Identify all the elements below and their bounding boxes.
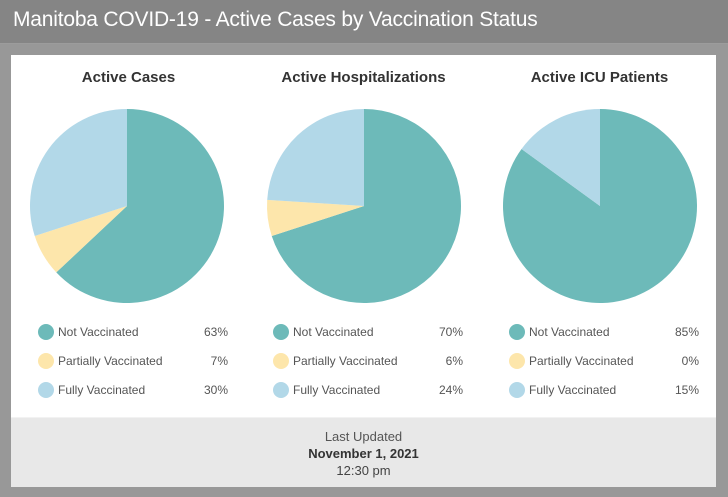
legend-value: 30% [203, 383, 228, 397]
dashboard-header: Manitoba COVID-19 - Active Cases by Vacc… [0, 0, 728, 44]
pie-chart-active-hospitalizations[interactable] [266, 108, 462, 304]
panel-title: Active Hospitalizations [281, 69, 446, 86]
legend-item-fully-vaccinated[interactable]: Fully Vaccinated 30% [38, 381, 228, 401]
legend-value: 63% [203, 325, 228, 339]
legend-swatch-icon [38, 382, 54, 398]
legend-swatch-icon [273, 324, 289, 340]
legend-value: 0% [681, 354, 699, 368]
legend-label: Not Vaccinated [293, 325, 374, 339]
pie-chart-active-icu-patients[interactable] [502, 108, 698, 304]
legend-label: Fully Vaccinated [293, 383, 381, 397]
legend-value: 70% [438, 325, 463, 339]
pie-slice-fully-vaccinated[interactable] [29, 109, 127, 236]
last-updated-footer: Last Updated November 1, 2021 12:30 pm [11, 417, 716, 487]
legend-item-partially-vaccinated[interactable]: Partially Vaccinated 0% [509, 352, 699, 372]
legend-label: Not Vaccinated [529, 325, 610, 339]
pie-slice-fully-vaccinated[interactable] [267, 109, 364, 206]
legend-swatch-icon [509, 382, 525, 398]
legend-label: Fully Vaccinated [529, 383, 617, 397]
charts-card: Active Cases Not Vaccinated 63% Partiall… [11, 55, 716, 417]
legend-swatch-icon [509, 353, 525, 369]
pie-slice-not-vaccinated[interactable] [56, 109, 225, 303]
pie-slice-partially-vaccinated[interactable] [34, 206, 128, 273]
legend-item-not-vaccinated[interactable]: Not Vaccinated 63% [38, 323, 228, 343]
legend-swatch-icon [38, 353, 54, 369]
panel-active-cases: Active Cases Not Vaccinated 63% Partiall… [11, 55, 246, 417]
legend-item-fully-vaccinated[interactable]: Fully Vaccinated 24% [273, 381, 463, 401]
pie-slice-not-vaccinated[interactable] [271, 109, 461, 303]
legend-value: 6% [445, 354, 463, 368]
legend-swatch-icon [38, 324, 54, 340]
legend-label: Partially Vaccinated [293, 354, 398, 368]
last-updated-date: November 1, 2021 [308, 446, 419, 461]
pie-slice-fully-vaccinated[interactable] [521, 109, 600, 206]
legend-item-not-vaccinated[interactable]: Not Vaccinated 85% [509, 323, 699, 343]
dashboard-title: Manitoba COVID-19 - Active Cases by Vacc… [13, 8, 538, 31]
legend-label: Fully Vaccinated [58, 383, 146, 397]
legend-value: 7% [210, 354, 228, 368]
legend-item-fully-vaccinated[interactable]: Fully Vaccinated 15% [509, 381, 699, 401]
panel-title: Active ICU Patients [530, 69, 669, 86]
legend-value: 24% [438, 383, 463, 397]
panel-active-icu-patients: Active ICU Patients Not Vaccinated 85% P… [482, 55, 717, 417]
legend-swatch-icon [509, 324, 525, 340]
legend-item-partially-vaccinated[interactable]: Partially Vaccinated 7% [38, 352, 228, 372]
pie-chart-active-cases[interactable] [29, 108, 225, 304]
legend-swatch-icon [273, 353, 289, 369]
last-updated-time: 12:30 pm [336, 463, 391, 478]
legend-swatch-icon [273, 382, 289, 398]
legend-value: 15% [674, 383, 699, 397]
panel-title: Active Cases [81, 69, 176, 86]
legend-item-not-vaccinated[interactable]: Not Vaccinated 70% [273, 323, 463, 343]
legend-item-partially-vaccinated[interactable]: Partially Vaccinated 6% [273, 352, 463, 372]
legend-label: Partially Vaccinated [529, 354, 634, 368]
panel-active-hospitalizations: Active Hospitalizations Not Vaccinated 7… [246, 55, 481, 417]
pie-slice-partially-vaccinated[interactable] [267, 199, 364, 236]
legend-label: Partially Vaccinated [58, 354, 163, 368]
legend-value: 85% [674, 325, 699, 339]
legend-label: Not Vaccinated [58, 325, 139, 339]
last-updated-label: Last Updated [324, 429, 403, 444]
